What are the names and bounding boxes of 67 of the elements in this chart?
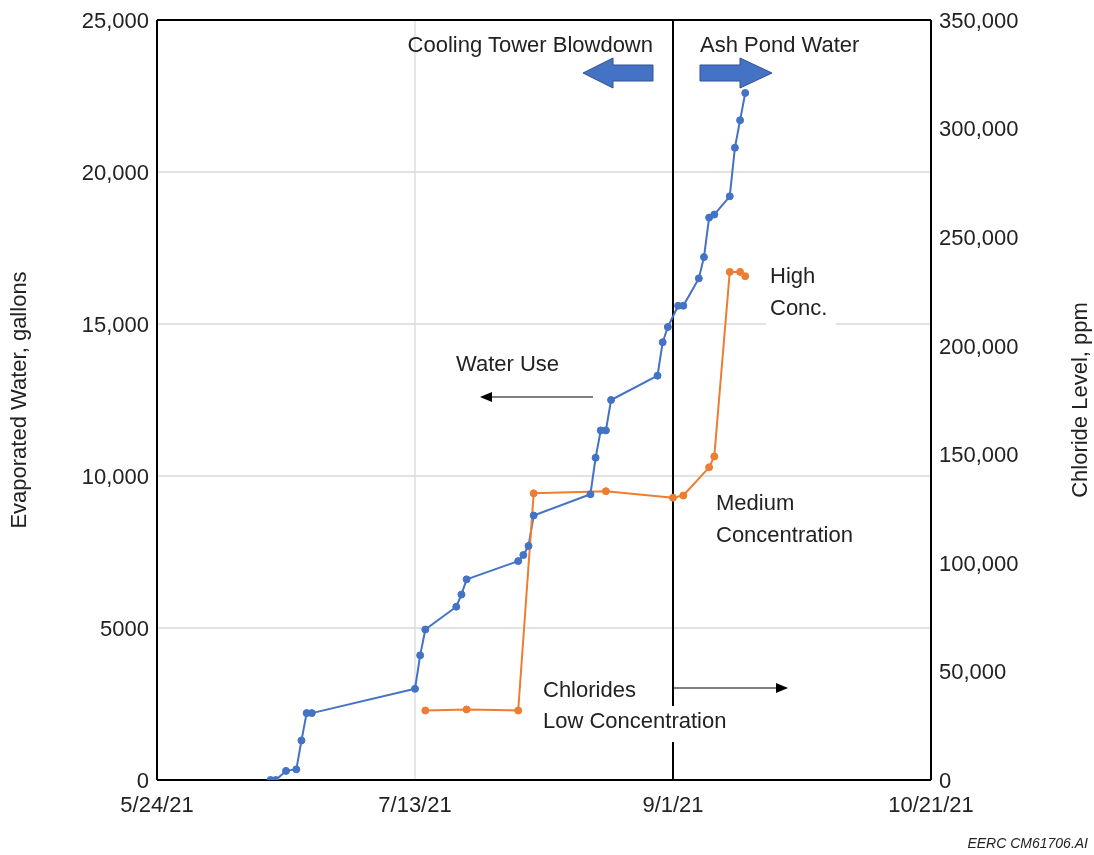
point — [741, 272, 750, 281]
annotation: Low Concentration — [543, 708, 727, 733]
point — [710, 210, 719, 219]
y-tick-label: 25,000 — [81, 7, 149, 33]
x-tick-label: 10/21/21 — [888, 791, 974, 817]
y2-tick-label: 300,000 — [939, 116, 1019, 142]
y-tick-label: 10,000 — [81, 463, 149, 489]
y-tick-label: 5000 — [100, 615, 149, 641]
text: EERC CM61706.AI — [967, 835, 1089, 851]
point — [699, 253, 708, 262]
point — [710, 452, 719, 461]
point — [658, 338, 667, 347]
point — [519, 551, 528, 560]
annotation: Water Use — [456, 351, 560, 376]
y-tick-label: 15,000 — [81, 311, 149, 337]
point — [669, 493, 677, 502]
point — [586, 490, 595, 499]
y2-tick-label: 150,000 — [939, 442, 1019, 468]
point — [452, 602, 461, 611]
point — [292, 765, 301, 774]
annotation: Chlorides — [543, 677, 636, 702]
point — [529, 511, 538, 520]
point — [601, 487, 610, 496]
point — [457, 590, 466, 599]
point — [730, 143, 739, 152]
point — [607, 396, 616, 404]
y2-axis-title: Chloride Level, ppm — [1066, 302, 1092, 498]
point — [679, 491, 688, 500]
y-tick-label: 20,000 — [81, 159, 149, 185]
y2-tick-label: 100,000 — [939, 550, 1019, 576]
x-tick-label: 9/1/21 — [642, 791, 704, 817]
y2-tick-label: 0 — [939, 767, 952, 793]
annotation: Ash Pond Water — [700, 32, 860, 57]
point — [529, 489, 538, 498]
y2-tick-label: 350,000 — [939, 7, 1019, 33]
point — [736, 116, 745, 125]
point — [725, 267, 734, 276]
y2-tick-label: 200,000 — [939, 333, 1019, 359]
point — [663, 323, 672, 332]
annotation: High Conc. — [770, 263, 828, 320]
point — [421, 706, 430, 715]
point — [514, 706, 523, 715]
point — [297, 736, 306, 745]
point — [679, 301, 688, 310]
point — [411, 684, 419, 693]
point — [736, 267, 745, 276]
y2-tick-label: 250,000 — [939, 224, 1019, 250]
point — [514, 557, 523, 566]
point — [694, 274, 703, 283]
y-tick-label: 0 — [136, 767, 149, 793]
point — [705, 463, 714, 472]
point — [416, 651, 425, 660]
point — [421, 625, 430, 634]
y-axis-title: Evaporated Water, gallons — [5, 271, 31, 529]
annotation: Cooling Tower Blowdown — [407, 32, 653, 57]
point — [725, 192, 734, 201]
annotation: Medium Concentration — [716, 490, 853, 547]
point — [741, 88, 750, 97]
x-tick-label: 7/13/21 — [378, 791, 452, 817]
point — [524, 541, 533, 550]
point — [591, 453, 600, 462]
point — [653, 371, 662, 380]
point — [282, 766, 290, 775]
x-tick-label: 5/24/21 — [120, 791, 194, 817]
point — [462, 705, 471, 714]
point — [462, 575, 471, 584]
y2-tick-label: 50,000 — [939, 659, 1007, 685]
